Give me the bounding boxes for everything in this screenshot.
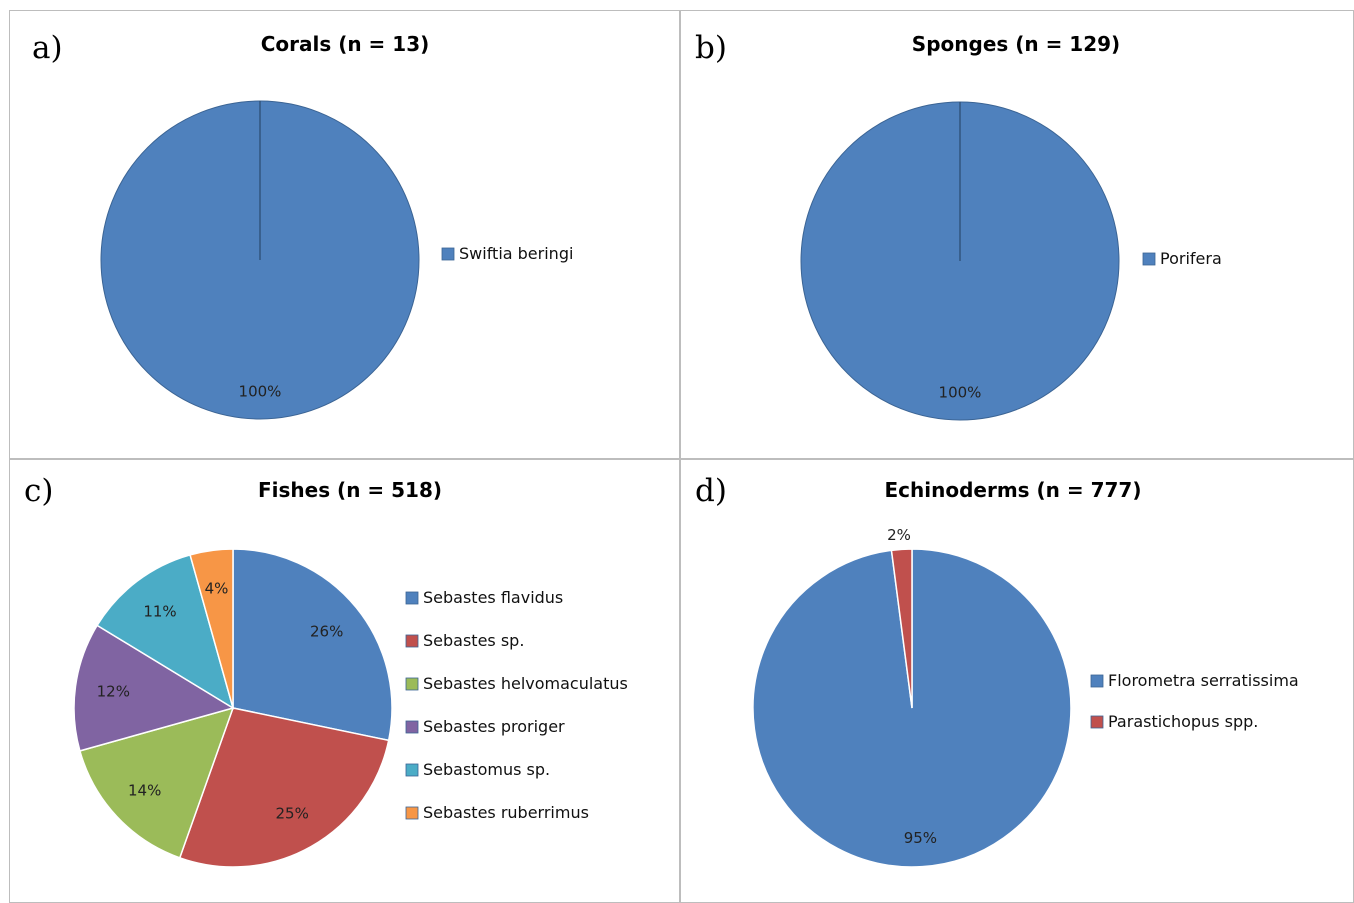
data-label: 100% — [239, 383, 282, 401]
legend-swatch — [405, 806, 419, 820]
panel-label: d) — [695, 473, 727, 509]
data-label: 12% — [97, 683, 130, 701]
legend-label: Parastichopus spp. — [1108, 712, 1258, 731]
legend-label: Swiftia beringi — [459, 244, 573, 263]
legend-swatch — [405, 634, 419, 648]
data-label: 25% — [276, 804, 309, 822]
chart-panel-fishes: c) Fishes (n = 518) 26% 25% 14% 12% 11% 4% Sebas… — [9, 459, 680, 903]
legend-label: Porifera — [1160, 249, 1222, 268]
panel-label: a) — [32, 30, 63, 66]
legend-swatch — [1090, 674, 1104, 688]
data-label: 2% — [887, 526, 911, 544]
panel-label: c) — [24, 473, 53, 509]
pie-slice-sebastomus-sp — [96, 553, 235, 710]
pie-slice-sebastes-sp — [178, 707, 390, 868]
data-label: 4% — [205, 579, 229, 597]
chart-title: Corals (n = 13) — [261, 32, 430, 56]
chart-fishes: c) Fishes (n = 518) 26% 25% 14% 12% 11% 4% Sebas… — [24, 473, 628, 868]
data-label: 11% — [143, 603, 176, 621]
pie-slice-sebastes-flavidus — [232, 548, 393, 742]
legend-label: Sebastes sp. — [423, 631, 524, 650]
legend-swatch — [405, 677, 419, 691]
panel-label: b) — [695, 30, 727, 66]
chart-panel-echinoderms: d) Echinoderms (n = 777) 95% 2% Florometra s… — [680, 459, 1354, 903]
legend-label: Sebastes ruberrimus — [423, 803, 589, 822]
chart-corals: a) Corals (n = 13) 100% Swiftia beringi — [32, 30, 573, 420]
legend-swatch — [1090, 715, 1104, 729]
data-label: 14% — [128, 782, 161, 800]
data-label: 26% — [310, 623, 343, 641]
chart-title: Fishes (n = 518) — [258, 478, 442, 502]
legend-label: Sebastes flavidus — [423, 588, 563, 607]
chart-sponges: b) Sponges (n = 129) 100% Porifera — [695, 30, 1222, 421]
legend-swatch — [405, 720, 419, 734]
data-label: 100% — [939, 384, 982, 402]
legend-swatch — [441, 247, 455, 261]
legend-label: Sebastomus sp. — [423, 760, 550, 779]
pie-slice-sebastes-ruberrimus — [189, 548, 234, 709]
chart-panel-sponges: b) Sponges (n = 129) 100% Porifera — [680, 10, 1354, 459]
pie-slice-sebastes-helvomaculatus — [78, 706, 235, 859]
legend-swatch — [405, 591, 419, 605]
chart-panel-corals: a) Corals (n = 13) 100% Swiftia beringi — [9, 10, 680, 459]
chart-title: Echinoderms (n = 777) — [885, 478, 1142, 502]
legend-swatch — [1142, 252, 1156, 266]
chart-echinoderms: d) Echinoderms (n = 777) 95% 2% Florometra s… — [695, 473, 1299, 868]
legend-label: Sebastes proriger — [423, 717, 565, 736]
legend-label: Florometra serratissima — [1108, 671, 1299, 690]
pie-slice-sebastes-proriger — [73, 624, 235, 752]
legend-swatch — [405, 763, 419, 777]
legend-label: Sebastes helvomaculatus — [423, 674, 628, 693]
pie-slice-parastichopus-spp — [890, 548, 913, 709]
chart-title: Sponges (n = 129) — [912, 32, 1120, 56]
data-label: 95% — [904, 829, 937, 847]
